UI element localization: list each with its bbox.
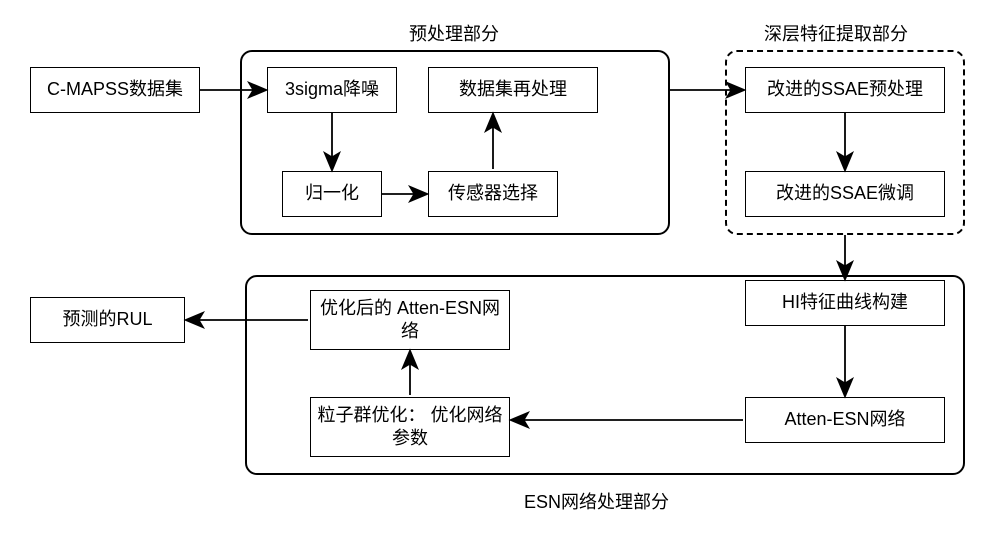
- node-sensor: 传感器选择: [428, 171, 558, 217]
- label-preprocess: 预处理部分: [405, 20, 503, 46]
- node-sigma: 3sigma降噪: [267, 67, 397, 113]
- node-ssae-ft: 改进的SSAE微调: [745, 171, 945, 217]
- node-hi: HI特征曲线构建: [745, 280, 945, 326]
- label-esn: ESN网络处理部分: [520, 488, 673, 514]
- node-ssae-pre: 改进的SSAE预处理: [745, 67, 945, 113]
- node-pso: 粒子群优化： 优化网络参数: [310, 397, 510, 457]
- node-rul: 预测的RUL: [30, 297, 185, 343]
- node-reproc: 数据集再处理: [428, 67, 598, 113]
- label-deep-feature: 深层特征提取部分: [760, 20, 912, 46]
- node-opt: 优化后的 Atten-ESN网络: [310, 290, 510, 350]
- node-atten: Atten-ESN网络: [745, 397, 945, 443]
- node-cmapss: C-MAPSS数据集: [30, 67, 200, 113]
- node-norm: 归一化: [282, 171, 382, 217]
